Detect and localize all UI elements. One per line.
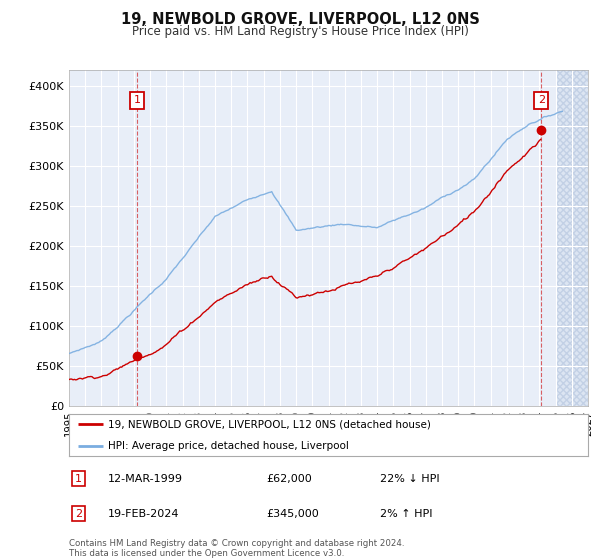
- Text: 19, NEWBOLD GROVE, LIVERPOOL, L12 0NS (detached house): 19, NEWBOLD GROVE, LIVERPOOL, L12 0NS (d…: [108, 419, 431, 430]
- Text: Contains HM Land Registry data © Crown copyright and database right 2024.
This d: Contains HM Land Registry data © Crown c…: [69, 539, 404, 558]
- Text: 19-FEB-2024: 19-FEB-2024: [108, 508, 179, 519]
- Text: 2: 2: [75, 508, 82, 519]
- Text: 1: 1: [134, 95, 140, 105]
- Text: 2% ↑ HPI: 2% ↑ HPI: [380, 508, 433, 519]
- Text: 2: 2: [538, 95, 545, 105]
- Text: HPI: Average price, detached house, Liverpool: HPI: Average price, detached house, Live…: [108, 441, 349, 451]
- Text: 12-MAR-1999: 12-MAR-1999: [108, 474, 183, 483]
- Text: 19, NEWBOLD GROVE, LIVERPOOL, L12 0NS: 19, NEWBOLD GROVE, LIVERPOOL, L12 0NS: [121, 12, 479, 27]
- Text: £62,000: £62,000: [266, 474, 312, 483]
- Text: 1: 1: [75, 474, 82, 483]
- Text: Price paid vs. HM Land Registry's House Price Index (HPI): Price paid vs. HM Land Registry's House …: [131, 25, 469, 38]
- Bar: [556, 70, 588, 406]
- Text: £345,000: £345,000: [266, 508, 319, 519]
- Text: 22% ↓ HPI: 22% ↓ HPI: [380, 474, 440, 483]
